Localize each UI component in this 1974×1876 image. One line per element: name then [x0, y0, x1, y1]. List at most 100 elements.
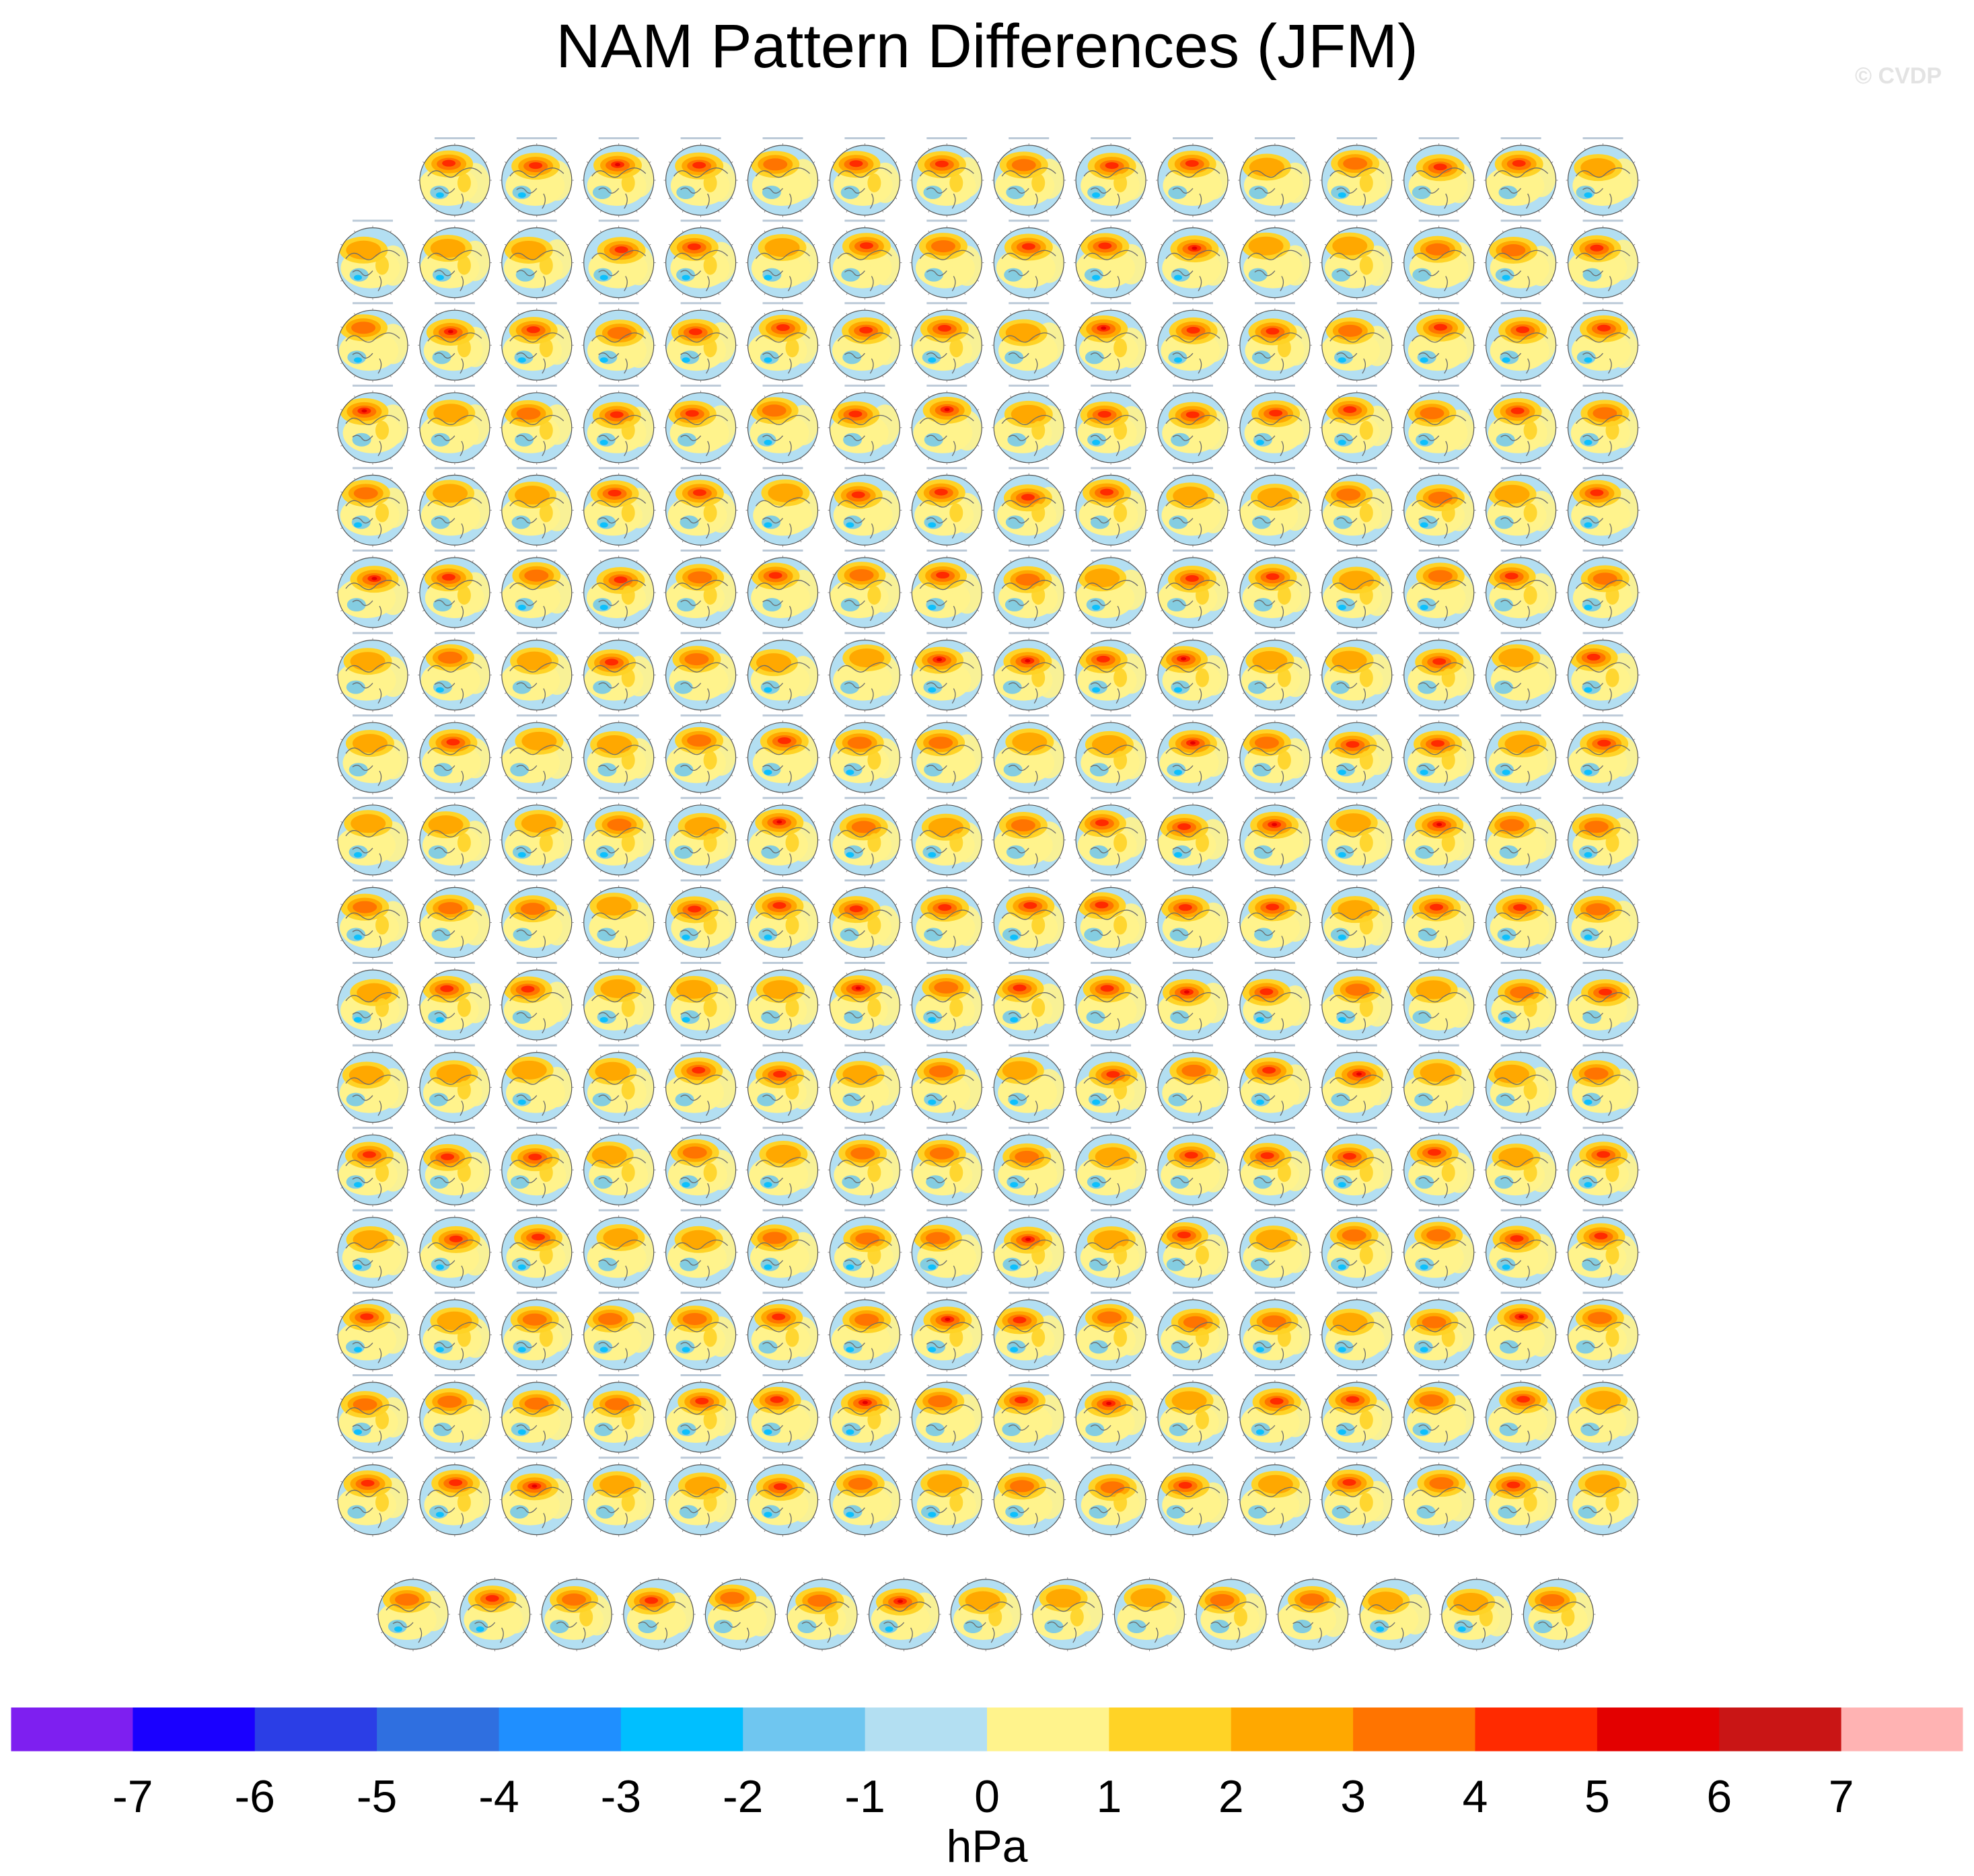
map-panel: [1401, 1044, 1476, 1125]
map-panel: [1319, 632, 1394, 712]
map-panel: [1237, 1209, 1312, 1289]
map-panel: [581, 962, 656, 1042]
map-panel: [910, 302, 984, 383]
map-panel: [499, 137, 574, 217]
map-panel: [1566, 962, 1640, 1042]
map-panel: [581, 1044, 656, 1125]
colorbar-bin: [743, 1707, 866, 1752]
map-panel: [828, 632, 902, 712]
map-panel: [663, 632, 738, 712]
map-panel: [663, 1456, 738, 1537]
map-panel: [1237, 1456, 1312, 1537]
map-panel: [1237, 550, 1312, 630]
map-panel: [336, 1044, 410, 1125]
map-panel: [1074, 1291, 1148, 1372]
map-panel: [1566, 1209, 1640, 1289]
map-panel: [417, 1456, 492, 1537]
map-panel: [992, 879, 1066, 960]
map-panel: [417, 1127, 492, 1207]
map-panel: [1319, 1044, 1394, 1125]
map-panel: [1237, 796, 1312, 877]
map-panel: [1074, 962, 1148, 1042]
map-panel: [1566, 1291, 1640, 1372]
map-panel: [828, 550, 902, 630]
map-panel: [703, 1577, 778, 1651]
map-panel: [581, 879, 656, 960]
map-panel: [992, 1127, 1066, 1207]
map-panel: [336, 1127, 410, 1207]
map-panel: [1401, 1374, 1476, 1454]
map-panel: [336, 879, 410, 960]
map-panel: [828, 467, 902, 548]
map-panel: [745, 467, 820, 548]
map-panel: [417, 879, 492, 960]
map-panel: [1074, 137, 1148, 217]
map-panel: [828, 1127, 902, 1207]
map-panel: [910, 1209, 984, 1289]
map-panel: [1566, 137, 1640, 217]
map-panel: [499, 467, 574, 548]
map-panel: [1566, 302, 1640, 383]
map-panel: [499, 384, 574, 465]
map-panel: [336, 632, 410, 712]
map-panel: [1319, 1374, 1394, 1454]
map-panel: [1566, 796, 1640, 877]
colorbar-bin: [377, 1707, 499, 1752]
map-panel: [499, 632, 574, 712]
map-panel: [1401, 467, 1476, 548]
map-panel: [992, 1456, 1066, 1537]
colorbar-bin: [1841, 1707, 1964, 1752]
colorbar-tick-label: -3: [601, 1771, 641, 1822]
map-panel: [1074, 384, 1148, 465]
map-panel: [745, 879, 820, 960]
map-panel: [663, 1209, 738, 1289]
map-panel: [1074, 1127, 1148, 1207]
colorbar-tick-label: 4: [1463, 1771, 1488, 1822]
map-panel: [1074, 219, 1148, 300]
map-panel: [1484, 219, 1558, 300]
map-panel: [581, 1456, 656, 1537]
map-panel: [1439, 1577, 1514, 1651]
map-panel: [417, 632, 492, 712]
map-panel: [1484, 1127, 1558, 1207]
map-panel: [336, 384, 410, 465]
map-panel: [499, 1374, 574, 1454]
map-panel: [1401, 1127, 1476, 1207]
map-panel: [1156, 1127, 1230, 1207]
map-panel: [910, 1456, 984, 1537]
map-panel: [1401, 1291, 1476, 1372]
map-panel: [1401, 302, 1476, 383]
map-panel: [828, 1209, 902, 1289]
map-panel: [1156, 1456, 1230, 1537]
map-panel: [663, 796, 738, 877]
map-panel: [417, 1291, 492, 1372]
map-panel: [336, 714, 410, 795]
map-panel: [1237, 1291, 1312, 1372]
map-panel: [745, 1127, 820, 1207]
map-panel: [1401, 796, 1476, 877]
map-panel: [663, 137, 738, 217]
map-panel: [992, 1374, 1066, 1454]
map-panel: [1237, 714, 1312, 795]
colorbar-bin: [254, 1707, 377, 1752]
map-panel: [499, 302, 574, 383]
map-panel: [992, 219, 1066, 300]
map-panel: [828, 1044, 902, 1125]
map-panel: [910, 1044, 984, 1125]
colorbar-bin: [1475, 1707, 1598, 1752]
map-panel: [1484, 137, 1558, 217]
map-panel: [1156, 632, 1230, 712]
map-panel: [1401, 384, 1476, 465]
map-panel: [621, 1577, 696, 1651]
colorbar-tick-label: -7: [112, 1771, 153, 1822]
map-panel: [1237, 137, 1312, 217]
colorbar-tick-label: -4: [478, 1771, 519, 1822]
map-panel: [499, 796, 574, 877]
map-panel: [1484, 1044, 1558, 1125]
colorbar-tick-label: 2: [1218, 1771, 1244, 1822]
map-panel: [581, 384, 656, 465]
map-panel: [1237, 467, 1312, 548]
map-panel: [1401, 632, 1476, 712]
map-panel: [828, 1374, 902, 1454]
map-panel: [1074, 1044, 1148, 1125]
